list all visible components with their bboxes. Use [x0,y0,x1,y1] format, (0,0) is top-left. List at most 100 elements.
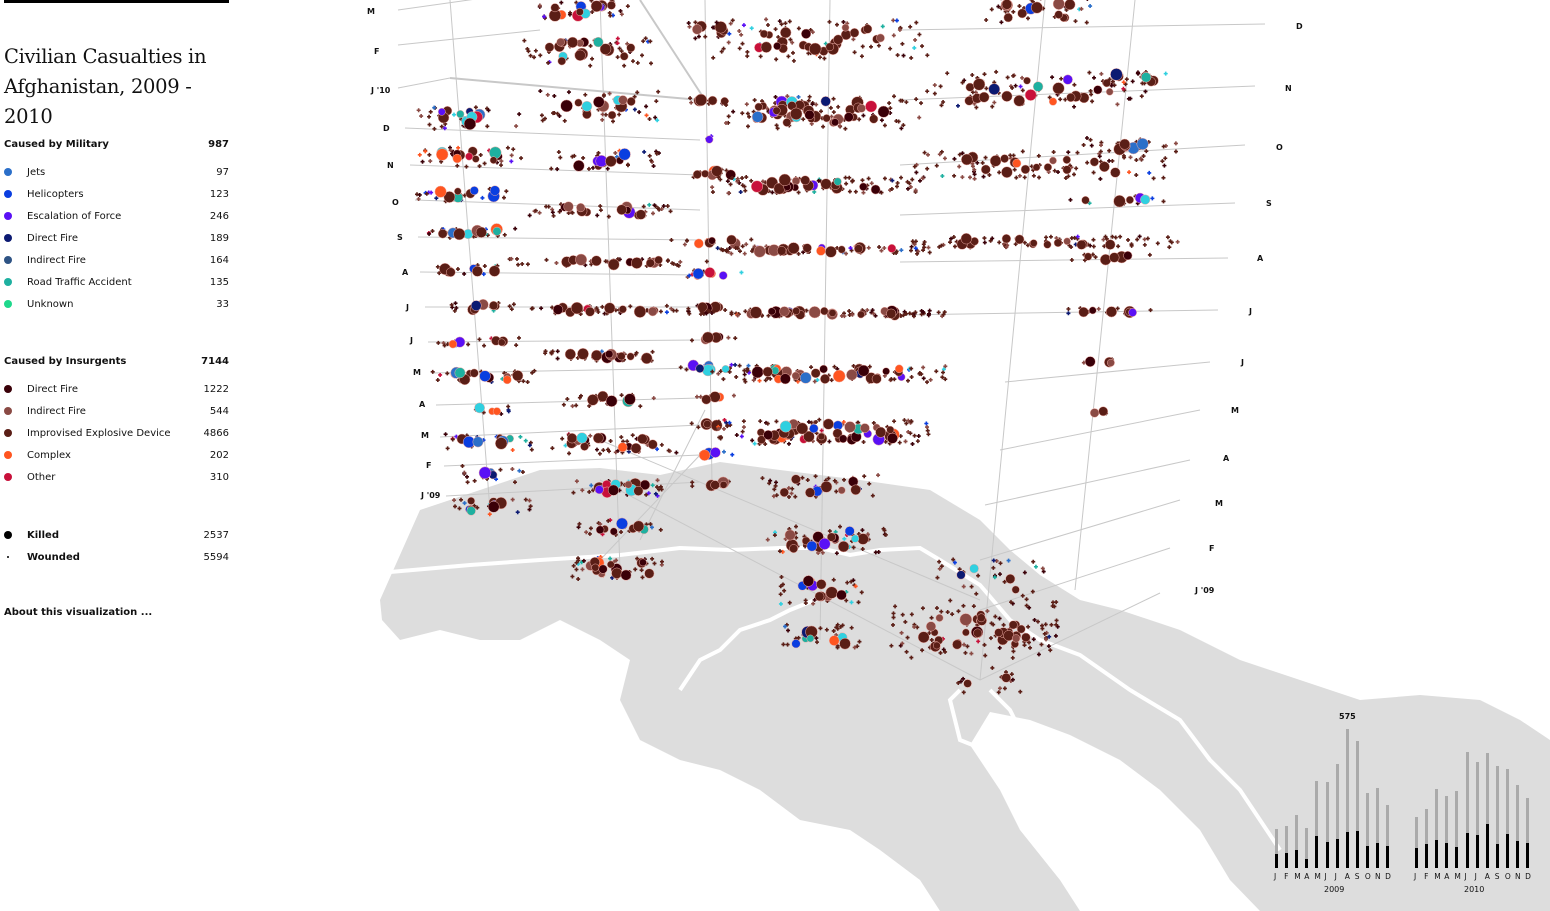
small-dot-icon [7,556,9,558]
military-heading[interactable]: Caused by Military 987 [4,139,229,150]
axis-label: M [367,7,375,16]
bar-total[interactable] [1305,827,1309,868]
bar-killed[interactable] [1355,831,1359,868]
bar-killed[interactable] [1335,839,1339,868]
bar-total[interactable] [1295,814,1299,868]
bar-killed[interactable] [1315,836,1319,868]
bar-total[interactable] [1386,804,1390,868]
bar-total[interactable] [1475,761,1479,868]
bar-killed[interactable] [1386,846,1390,868]
bar-killed[interactable] [1465,832,1469,868]
bar-killed[interactable] [1285,853,1289,868]
left-month-axis: J '09 F M A M J J A S O N D J '10 F M [367,7,441,500]
bar-killed[interactable] [1475,835,1479,868]
bar-killed[interactable] [1495,843,1499,868]
bar-total[interactable] [1275,829,1278,868]
legend-item-wounded[interactable]: Wounded 5594 [4,550,229,564]
bar-total[interactable] [1325,782,1329,868]
bar-total[interactable] [1376,788,1379,868]
military-legend-item[interactable]: Helicopters 123 [4,187,229,201]
bar-killed[interactable] [1505,834,1509,868]
bar-killed[interactable] [1485,824,1489,868]
bar-killed[interactable] [1295,849,1299,868]
bar-killed[interactable] [1365,846,1369,868]
month-tick-label: J [1464,872,1467,881]
bar-total[interactable] [1425,809,1429,868]
bar-killed[interactable] [1325,842,1329,868]
axis-label: J [409,336,413,345]
bar-total[interactable] [1315,780,1319,868]
insurgents-total: 7144 [201,356,229,367]
military-legend-item[interactable]: Direct Fire 189 [4,231,229,245]
axis-label: F [374,47,379,56]
bar-total[interactable] [1516,784,1519,868]
bar-killed[interactable] [1516,841,1519,868]
bar-killed[interactable] [1376,842,1379,868]
axis-label: O [1276,143,1283,152]
bar-killed[interactable] [1445,842,1449,868]
military-legend-item[interactable]: Jets 97 [4,165,229,179]
bar-killed[interactable] [1415,847,1418,868]
year-label-2010: 2010 [1464,885,1485,894]
color-dot-icon [4,278,12,286]
month-tick-label: D [1525,872,1531,881]
insurgent-legend-item[interactable]: Complex 202 [4,448,229,462]
axis-label: J '09 [1194,586,1215,595]
month-tick-label: M [1454,872,1461,881]
month-tick-label: A [1444,872,1450,881]
bar-killed[interactable] [1275,854,1278,868]
axis-label: J [1240,358,1244,367]
bar-total[interactable] [1495,765,1499,868]
bar-total[interactable] [1526,797,1530,868]
color-dot-icon [4,300,12,308]
bar-total[interactable] [1465,751,1469,868]
casualty-clusters[interactable] [415,0,1180,695]
bar-total[interactable] [1435,788,1439,868]
top-rule [4,0,229,3]
bar-total[interactable] [1355,741,1359,868]
military-legend-item[interactable]: Indirect Fire 164 [4,253,229,267]
month-tick-label: A [1344,872,1350,881]
peak-annotation: 575 [1339,712,1356,721]
insurgent-legend-item[interactable]: Indirect Fire 544 [4,404,229,418]
about-link[interactable]: About this visualization ... [4,607,153,618]
bar-total[interactable] [1445,796,1449,868]
bar-total[interactable] [1415,816,1418,868]
axis-label: J '09 [420,491,441,500]
military-legend-item[interactable]: Road Traffic Accident 135 [4,275,229,289]
insurgent-legend-item[interactable]: Other 310 [4,470,229,484]
bar-killed[interactable] [1526,843,1530,868]
bar-total[interactable] [1285,826,1289,868]
axis-label: D [383,124,390,133]
month-tick-label: J [1414,872,1417,881]
military-legend-item[interactable]: Unknown 33 [4,297,229,311]
color-dot-icon [4,256,12,264]
bar-total[interactable] [1365,793,1369,868]
color-dot-icon [4,385,12,393]
axis-label: D [1296,22,1303,31]
insurgent-legend-item[interactable]: Improvised Explosive Device 4866 [4,426,229,440]
month-tick-label: J [1334,872,1337,881]
insurgent-legend-item[interactable]: Direct Fire 1222 [4,382,229,396]
bar-total[interactable] [1335,764,1339,868]
month-tick-label: A [1304,872,1310,881]
military-legend-item[interactable]: Escalation of Force 246 [4,209,229,223]
bar-total[interactable] [1455,791,1459,868]
insurgents-heading[interactable]: Caused by Insurgents 7144 [4,356,229,367]
bar-killed[interactable] [1455,846,1459,868]
bar-killed[interactable] [1345,831,1349,868]
bar-killed[interactable] [1435,840,1439,868]
axis-label: F [426,461,431,470]
bar-killed[interactable] [1425,843,1429,868]
month-tick-label: J [1274,872,1277,881]
bar-total[interactable] [1485,753,1489,868]
axis-label: N [1285,84,1292,93]
bar-killed[interactable] [1305,859,1309,868]
bar-total[interactable] [1505,768,1509,868]
legend-sidebar: Civilian Casualties in Afghanistan, 2009… [0,0,232,911]
month-tick-label: J [1474,872,1477,881]
bar-total[interactable] [1345,729,1349,868]
legend-item-killed[interactable]: Killed 2537 [4,528,229,542]
